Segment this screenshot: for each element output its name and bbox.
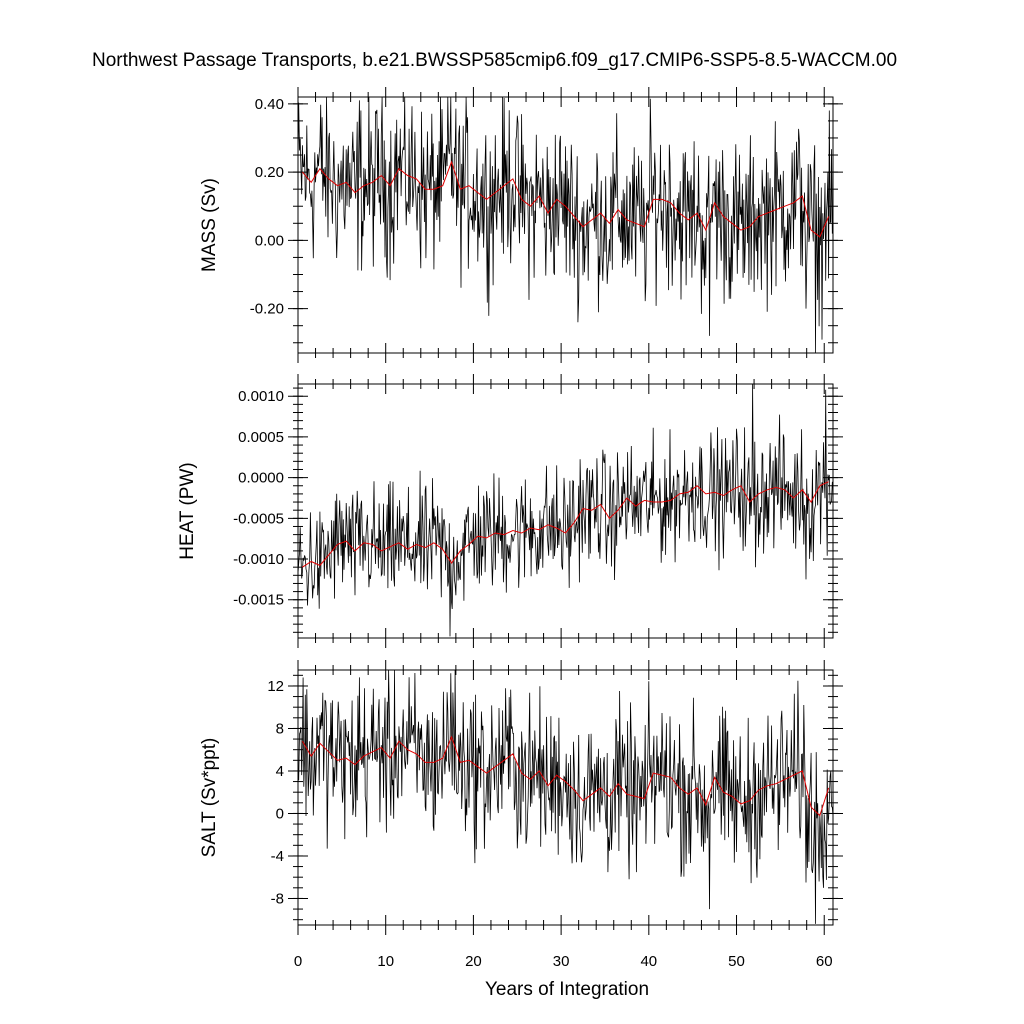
- panel-2: 0.0010 0.0005 0.0000 -0.0005 -0.0010 -0.0015 H…: [177, 374, 843, 648]
- y-axis-label: HEAT (PW): [177, 462, 198, 559]
- plot-frame: [297, 383, 834, 639]
- y-tick-label: 0.0005: [238, 429, 284, 446]
- monthly-series-line: [297, 96, 834, 354]
- chart-title: Northwest Passage Transports, b.e21.BWSS…: [92, 50, 897, 71]
- y-tick-label: 12: [267, 678, 284, 695]
- plot-frame: [297, 669, 834, 926]
- y-tick-label: 4: [276, 763, 284, 780]
- monthly-series-line: [297, 383, 834, 637]
- y-tick-label: -4: [271, 848, 284, 865]
- x-tick-label: 30: [553, 953, 570, 970]
- y-tick-label: 0.40: [255, 96, 284, 113]
- y-tick-label: 0.00: [255, 232, 284, 249]
- x-tick-label: 10: [377, 953, 394, 970]
- plot-frame: [297, 96, 834, 354]
- y-tick-label: -0.0005: [233, 510, 284, 527]
- y-tick-label: -8: [271, 890, 284, 907]
- x-tick-label: 0: [294, 953, 302, 970]
- y-tick-label: 0.20: [255, 164, 284, 181]
- y-tick-label: -0.20: [250, 301, 284, 318]
- panel-3: 12 8 4 0 -4 -8 SALT (Sv*ppt): [199, 660, 843, 935]
- annual-mean-line: [301, 735, 830, 817]
- y-tick-label: -0.0015: [233, 592, 284, 609]
- x-axis-label: Years of Integration: [485, 979, 649, 1000]
- y-tick-label: 0.0000: [238, 470, 284, 487]
- y-axis-label: MASS (Sv): [199, 178, 220, 272]
- x-tick-label: 60: [816, 953, 833, 970]
- x-tick-label: 20: [465, 953, 482, 970]
- y-axis-label: SALT (Sv*ppt): [199, 738, 220, 858]
- annual-mean-line: [302, 481, 829, 568]
- x-tick-labels: 0 10 20 30 40 50 60: [294, 953, 833, 970]
- monthly-series-line: [297, 669, 834, 924]
- y-tick-label: 0: [276, 805, 284, 822]
- y-tick-label: -0.0010: [233, 551, 284, 568]
- y-tick-label: 0.0010: [238, 388, 284, 405]
- x-tick-label: 40: [640, 953, 657, 970]
- annual-mean-line: [302, 160, 830, 238]
- x-tick-label: 50: [728, 953, 745, 970]
- panel-1: 0.40 0.20 0.00 -0.20 MASS (Sv): [199, 87, 843, 363]
- y-tick-label: 8: [276, 720, 284, 737]
